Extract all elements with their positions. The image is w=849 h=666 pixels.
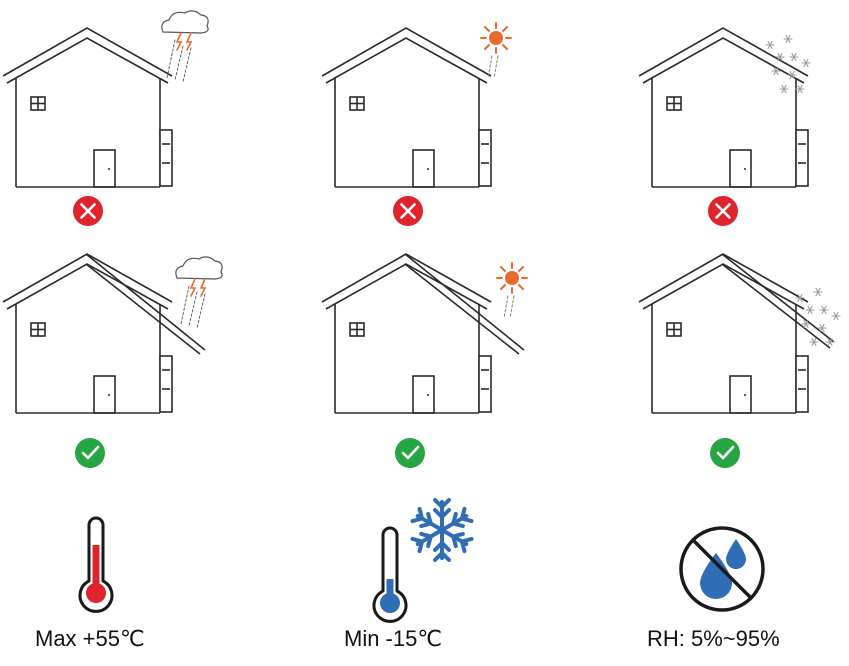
check-icon [73, 436, 107, 470]
house-rain-under-eave [2, 253, 223, 470]
cross-icon [391, 194, 425, 228]
house-snow-unsheltered [638, 27, 810, 228]
house-sun-unsheltered [321, 22, 512, 228]
row-allowed [2, 253, 840, 470]
sun-icon [496, 262, 528, 319]
no-water-drops-icon [679, 526, 765, 612]
snowflake-icon [410, 498, 474, 562]
rain-cloud-icon [175, 256, 223, 329]
thermometer-cold-snowflake-icon [372, 498, 474, 623]
min-temperature-label: Min -15℃ [344, 626, 443, 651]
house-rain-unsheltered [2, 10, 209, 228]
house-sun-under-eave [321, 253, 528, 470]
row-not-allowed [2, 10, 810, 228]
sun-icon [480, 22, 512, 79]
check-icon [393, 436, 427, 470]
thermometer-hot-icon [78, 516, 114, 613]
cross-icon [71, 194, 105, 228]
house-snow-under-eave [638, 253, 840, 470]
max-temperature-label: Max +55℃ [35, 626, 145, 651]
cross-icon [706, 194, 740, 228]
humidity-label: RH: 5%~95% [647, 626, 780, 651]
check-icon [708, 436, 742, 470]
rain-cloud-icon [161, 10, 209, 83]
